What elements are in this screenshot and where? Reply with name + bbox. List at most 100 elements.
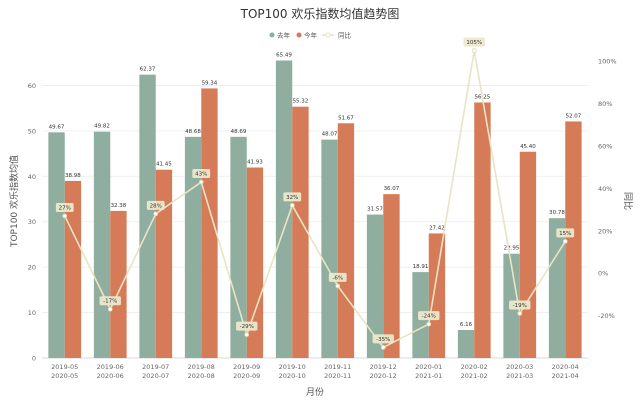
y2-tick-label: 60% (598, 143, 612, 151)
bar-this-year (565, 121, 582, 358)
x-tick-label: 2020-07 (142, 372, 169, 380)
bar-this-year (428, 233, 446, 358)
chart-title: TOP100 欢乐指数均值趋势图 (240, 6, 400, 21)
bar-last-year (230, 136, 247, 358)
yoy-point (562, 238, 568, 244)
legend-item-last-year[interactable]: 去年 (269, 31, 291, 40)
bar-label-this-year: 38.98 (65, 173, 81, 179)
x-tick-label: 2020-12 (370, 372, 397, 380)
x-tick-label: 2020-04 (552, 363, 579, 371)
x-tick-label: 2019-11 (324, 363, 351, 371)
yoy-label-bg (99, 296, 121, 306)
y-tick-label: 40 (28, 173, 36, 181)
yoy-label: 28% (150, 203, 162, 209)
bar-label-this-year: 27.42 (429, 225, 445, 231)
bar-label-this-year: 51.67 (338, 115, 354, 121)
x-tick-label: 2021-03 (506, 372, 533, 380)
legend-swatch-yoy-dot (325, 32, 331, 38)
bar-last-year (366, 214, 384, 358)
bar-label-last-year: 6.16 (460, 322, 473, 328)
bar-label-last-year: 65.49 (276, 52, 292, 58)
yoy-label: 27% (59, 205, 71, 211)
x-tick-label: 2021-04 (552, 372, 579, 380)
yoy-label: -17% (103, 299, 117, 305)
yoy-label: 105% (466, 40, 482, 46)
bar-label-last-year: 62.37 (140, 67, 156, 73)
legend-swatch-this-year (296, 32, 302, 38)
y2-tick-label: -20% (598, 312, 615, 320)
x-tick-label: 2020-03 (506, 363, 533, 371)
y2-tick-label: 0% (598, 270, 608, 278)
y2-axis-ticks: -20% 0% 20% 40% 60% 80% 100% (598, 58, 617, 320)
yoy-line: 27% -17% 28% 43% -29% 32% -6% -35% -24% 105% -19% 1… (55, 37, 575, 350)
yoy-label-bg (283, 192, 302, 202)
yoy-point (107, 306, 113, 312)
y-tick-label: 0 (32, 355, 36, 363)
bar-label-last-year: 22.95 (504, 246, 520, 252)
x-tick-label: 2020-10 (279, 372, 306, 380)
legend[interactable]: 去年 今年 同比 (269, 31, 352, 40)
bar-last-year (139, 74, 156, 359)
x-tick-label: 2020-08 (188, 372, 215, 380)
y-axis-ticks: 0 10 20 30 40 50 60 (28, 82, 36, 363)
yoy-label-bg (146, 200, 165, 210)
yoy-label-bg (372, 334, 394, 344)
x-tick-label: 2019-06 (97, 363, 124, 371)
x-tick-label: 2019-10 (279, 363, 306, 371)
legend-label-yoy: 同比 (338, 31, 352, 40)
y2-tick-label: 40% (598, 185, 612, 193)
yoy-line-path (64, 50, 566, 349)
yoy-point (62, 213, 68, 219)
bar-label-last-year: 48.68 (185, 129, 201, 135)
x-tick-label: 2019-09 (233, 363, 260, 371)
bar-this-year (292, 106, 309, 358)
bar-last-year (184, 136, 202, 358)
bar-this-year (337, 123, 355, 358)
bar-label-last-year: 31.57 (367, 207, 383, 213)
bar-label-last-year: 30.78 (549, 210, 565, 216)
x-tick-label: 2020-06 (97, 372, 124, 380)
x-tick-label: 2019-12 (370, 363, 397, 371)
x-axis-title: 月份 (306, 386, 324, 398)
yoy-point (426, 321, 432, 327)
x-tick-label: 2021-01 (415, 372, 442, 380)
bar-label-this-year: 52.07 (566, 113, 582, 119)
y2-tick-label: 20% (598, 227, 612, 235)
yoy-label: -29% (240, 324, 254, 330)
y-tick-label: 20 (28, 264, 36, 272)
y-axis-title: TOP100 欢乐指数均值 (8, 155, 20, 248)
yoy-label-bg (328, 272, 347, 282)
yoy-label-bg (236, 321, 258, 331)
y-tick-label: 30 (28, 218, 36, 226)
x-axis-ticks: 2019-052020-052019-062020-062019-072020-… (51, 363, 579, 380)
bar-this-year (474, 102, 491, 358)
bar-label-this-year: 36.07 (384, 186, 400, 192)
x-tick-label: 2020-02 (461, 363, 488, 371)
x-tick-label: 2020-01 (415, 363, 442, 371)
legend-item-this-year[interactable]: 今年 (296, 31, 318, 40)
bar-this-year (110, 210, 127, 358)
yoy-label: -24% (422, 314, 436, 320)
bar-last-year (48, 132, 65, 358)
legend-swatch-last-year (269, 32, 275, 38)
bar-this-year (246, 167, 264, 358)
yoy-label: 32% (286, 195, 298, 201)
bar-last-year (321, 139, 338, 358)
bar-label-last-year: 49.82 (94, 124, 110, 130)
bar-label-last-year: 49.67 (49, 124, 65, 130)
yoy-label-bg (55, 202, 74, 212)
yoy-label: 43% (195, 172, 207, 178)
x-tick-label: 2021-02 (461, 372, 488, 380)
yoy-label: 15% (559, 231, 571, 237)
bar-label-last-year: 18.91 (413, 264, 429, 270)
bar-last-year (548, 218, 566, 358)
y2-axis-title: 同比 (622, 192, 634, 210)
yoy-point (153, 211, 159, 217)
yoy-point (471, 48, 477, 53)
yoy-point (335, 283, 341, 289)
bar-last-year (275, 60, 293, 359)
legend-item-yoy[interactable]: 同比 (322, 31, 352, 40)
bar-label-this-year: 59.34 (202, 80, 218, 86)
yoy-label-bg (192, 169, 211, 179)
yoy-point (380, 344, 386, 350)
